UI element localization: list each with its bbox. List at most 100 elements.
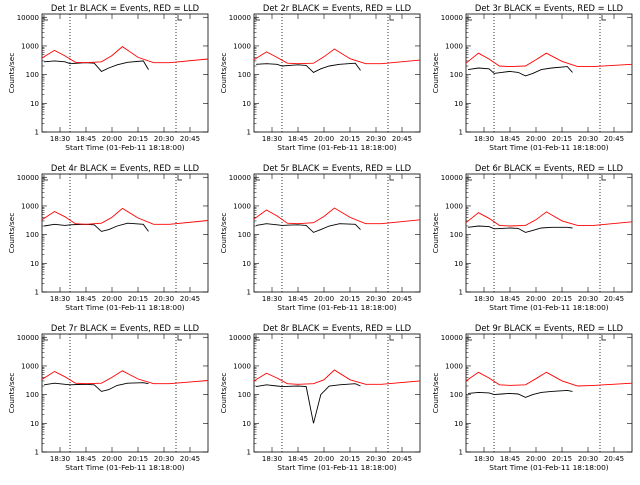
y-tick-label: 1000 — [21, 202, 39, 210]
y-tick-label: 10000 — [229, 174, 251, 182]
corner-marker — [255, 335, 260, 341]
y-tick-label: 10 — [454, 100, 463, 108]
corner-marker — [601, 175, 606, 181]
chart-7: Det 7r BLACK = Events, RED = LLD 1 10 100 10… — [7, 323, 209, 472]
y-tick-label: 1000 — [445, 42, 463, 50]
x-tick-label: 20:30 — [154, 455, 174, 463]
corner-marker — [601, 15, 606, 21]
chart-2: Det 2r BLACK = Events, RED = LLD 1 10 100 10… — [219, 3, 421, 152]
corner-marker — [601, 335, 606, 341]
x-tick-label: 20:15 — [340, 135, 360, 143]
x-axis-label: Start Time (01-Feb-11 18:18:00) — [277, 463, 396, 472]
plot-frame — [41, 333, 209, 453]
x-tick-label: 20:00 — [526, 135, 546, 143]
x-tick-label: 20:30 — [366, 455, 386, 463]
y-tick-label: 100 — [450, 231, 463, 239]
series-lld-line — [41, 207, 209, 225]
x-tick-label: 18:30 — [262, 455, 282, 463]
series-lld-line — [465, 52, 633, 68]
y-tick-label: 100 — [26, 391, 39, 399]
x-tick-label: 20:30 — [578, 455, 598, 463]
y-tick-label: 1000 — [445, 202, 463, 210]
x-tick-label: 20:45 — [392, 455, 412, 463]
series-lld-line — [465, 211, 633, 227]
x-tick-label: 20:45 — [180, 455, 200, 463]
y-axis-label: Counts/sec — [431, 373, 440, 414]
x-tick-label: 20:45 — [604, 455, 624, 463]
plot-frame — [41, 173, 209, 293]
series-events-line — [468, 389, 573, 398]
x-tick-label: 20:00 — [314, 295, 334, 303]
plot-frame — [465, 173, 633, 293]
x-tick-label: 18:45 — [76, 295, 96, 303]
y-tick-label: 10000 — [17, 174, 39, 182]
plot-frame — [41, 13, 209, 133]
y-tick-label: 10 — [242, 260, 251, 268]
chart-title: Det 7r BLACK = Events, RED = LLD — [51, 323, 199, 333]
x-tick-label: 20:00 — [314, 135, 334, 143]
chart-4: Det 4r BLACK = Events, RED = LLD 1 10 100 10… — [7, 163, 209, 312]
y-axis-label: Counts/sec — [431, 53, 440, 94]
x-tick-label: 18:30 — [474, 295, 494, 303]
corner-marker — [43, 175, 48, 181]
y-tick-label: 1000 — [445, 362, 463, 370]
x-tick-label: 18:45 — [288, 295, 308, 303]
x-tick-label: 20:15 — [552, 135, 572, 143]
y-tick-label: 100 — [26, 231, 39, 239]
chart-title: Det 9r BLACK = Events, RED = LLD — [475, 323, 623, 333]
chart-title: Det 3r BLACK = Events, RED = LLD — [475, 3, 623, 13]
x-tick-label: 20:45 — [180, 135, 200, 143]
chart-1: Det 1r BLACK = Events, RED = LLD 1 10 100 10… — [7, 3, 209, 152]
x-axis-label: Start Time (01-Feb-11 18:18:00) — [277, 303, 396, 312]
y-tick-label: 100 — [238, 391, 251, 399]
x-tick-label: 20:15 — [128, 295, 148, 303]
y-tick-label: 10 — [30, 420, 39, 428]
chart-5: Det 5r BLACK = Events, RED = LLD 1 10 100 10… — [219, 163, 421, 312]
y-tick-label: 1 — [35, 289, 39, 297]
y-tick-label: 100 — [238, 231, 251, 239]
x-tick-label: 20:00 — [526, 455, 546, 463]
y-axis-label: Counts/sec — [431, 213, 440, 254]
corner-marker — [389, 335, 394, 341]
x-tick-label: 20:45 — [392, 135, 412, 143]
y-tick-label: 1 — [247, 129, 251, 137]
x-tick-label: 20:15 — [552, 455, 572, 463]
y-tick-label: 1000 — [233, 202, 251, 210]
y-tick-label: 10 — [242, 100, 251, 108]
corner-marker — [255, 15, 260, 21]
chart-title: Det 2r BLACK = Events, RED = LLD — [263, 3, 411, 13]
corner-marker — [43, 335, 48, 341]
series-lld-line — [253, 369, 421, 385]
series-events-line — [256, 62, 361, 73]
x-tick-label: 18:45 — [288, 135, 308, 143]
series-events-line — [44, 60, 149, 72]
series-lld-line — [253, 207, 421, 225]
x-tick-label: 20:45 — [392, 295, 412, 303]
x-tick-label: 18:30 — [50, 455, 70, 463]
x-tick-label: 18:45 — [76, 135, 96, 143]
x-tick-label: 18:30 — [262, 295, 282, 303]
x-tick-label: 20:15 — [340, 455, 360, 463]
y-tick-label: 10000 — [17, 14, 39, 22]
corner-marker — [177, 175, 182, 181]
series-events-line — [44, 382, 149, 392]
x-tick-label: 18:30 — [262, 135, 282, 143]
y-tick-label: 10000 — [441, 174, 463, 182]
corner-marker — [177, 335, 182, 341]
x-tick-label: 18:45 — [76, 455, 96, 463]
y-tick-label: 1 — [459, 289, 463, 297]
x-tick-label: 20:15 — [552, 295, 572, 303]
y-tick-label: 1 — [459, 129, 463, 137]
corner-marker — [389, 15, 394, 21]
x-tick-label: 20:15 — [128, 135, 148, 143]
chart-title: Det 1r BLACK = Events, RED = LLD — [51, 3, 199, 13]
x-tick-label: 18:45 — [288, 455, 308, 463]
x-tick-label: 18:45 — [500, 295, 520, 303]
chart-6: Det 6r BLACK = Events, RED = LLD 1 10 100 10… — [431, 163, 633, 312]
y-axis-label: Counts/sec — [7, 213, 16, 254]
y-tick-label: 10 — [30, 260, 39, 268]
y-tick-label: 1000 — [21, 42, 39, 50]
series-events-line — [256, 383, 361, 424]
